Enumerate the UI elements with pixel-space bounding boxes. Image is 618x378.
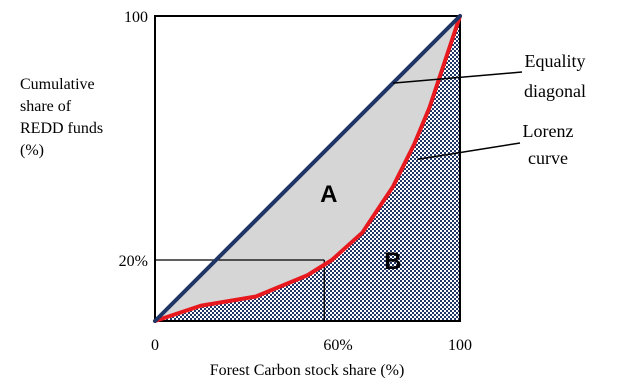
- y-axis-label-line: Cumulative: [20, 76, 95, 93]
- equality-annotation-line-2: diagonal: [524, 81, 586, 101]
- plot-frame: [154, 15, 461, 322]
- equality-annotation-line-1: Equality: [525, 51, 586, 71]
- y-axis-label-line: REDD funds: [20, 120, 104, 137]
- y-axis-label-line: share of: [20, 98, 72, 115]
- lorenz-curve-line: [153, 14, 462, 323]
- lorenz-annotation-leader-line: [417, 142, 521, 161]
- y-axis-label-line: (%): [20, 142, 44, 159]
- y-tick-100: 100: [124, 9, 148, 26]
- x-tick-0: 0: [151, 337, 159, 354]
- x-axis-label: Forest Carbon stock share (%): [210, 362, 405, 378]
- area-a-label: A: [320, 181, 337, 208]
- equality-diagonal-line: [153, 14, 462, 323]
- equality-annotation-leader-line: [392, 71, 523, 84]
- x-tick-100: 100: [448, 337, 472, 354]
- y-tick-20: 20%: [119, 253, 148, 270]
- area-b-region: [155, 16, 460, 321]
- y-axis-label: Cumulative share of REDD funds (%): [20, 74, 130, 162]
- area-b-label: B: [384, 248, 401, 275]
- lorenz-annotation-line-1: Lorenz: [523, 121, 574, 141]
- lorenz-annotation-line-2: curve: [528, 148, 568, 168]
- x-tick-60: 60%: [323, 337, 352, 354]
